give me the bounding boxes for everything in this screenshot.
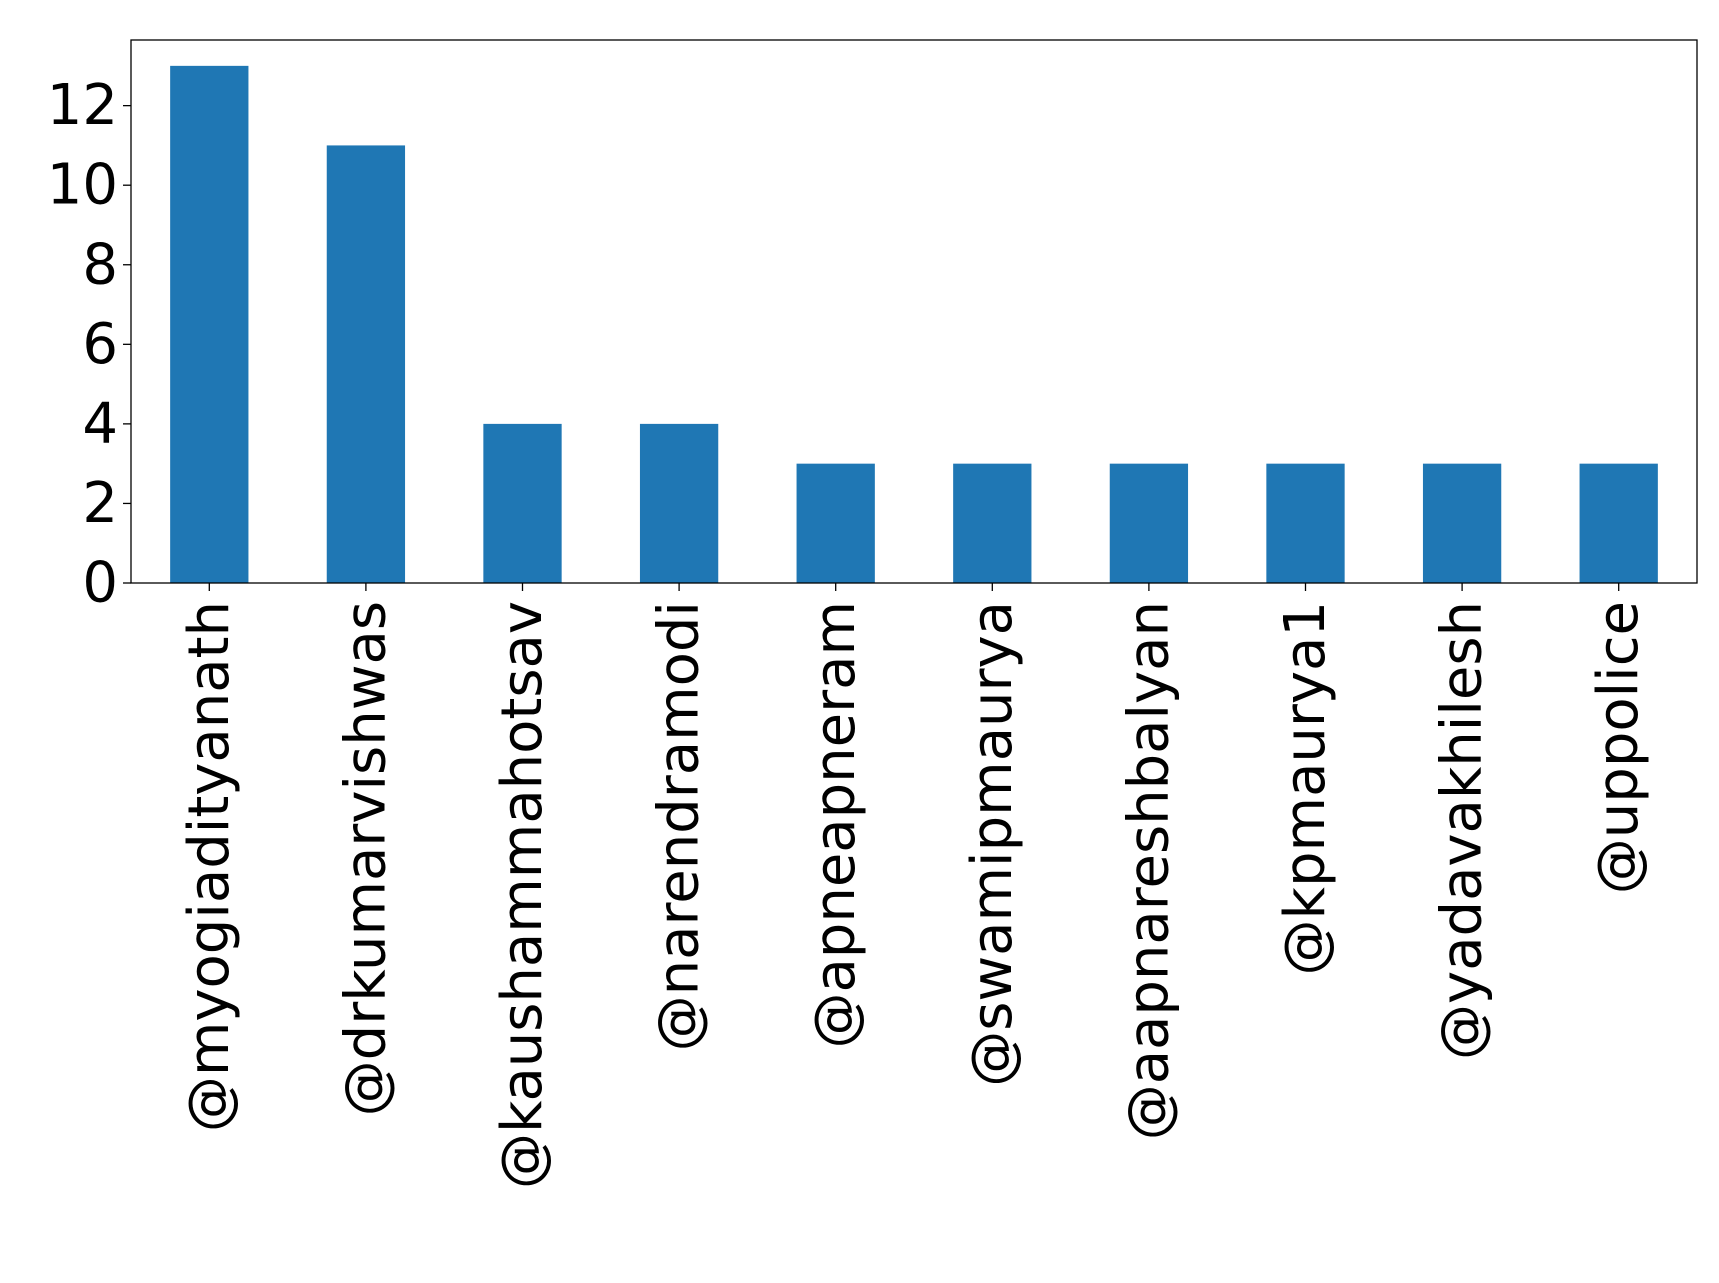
x-tick-label: @kaushammahotsav [490, 601, 555, 1189]
x-tick-label: @apneapneram [803, 601, 868, 1049]
bar [1579, 463, 1658, 583]
x-tick-label: @yadavakhilesh [1430, 601, 1495, 1060]
bar [1109, 463, 1189, 583]
y-tick-label: 6 [82, 312, 118, 377]
bar [1266, 463, 1345, 583]
x-tick-label: @narendramodi [647, 601, 712, 1051]
x-tick-label: @swamipmaurya [960, 601, 1025, 1087]
bar [170, 65, 249, 584]
y-tick-label: 10 [47, 153, 118, 218]
bar [639, 423, 719, 583]
bar [326, 145, 406, 583]
x-tick-label: @aapnareshbalyan [1116, 601, 1181, 1140]
plot-frame [130, 39, 1698, 584]
x-tick-label: @myogiadityanath [177, 601, 242, 1132]
y-tick-label: 12 [47, 73, 118, 138]
x-tick-label: @uppolice [1586, 601, 1651, 894]
x-axis: @myogiadityanath @drkumarvishwas @kaushamm… [177, 583, 1651, 1189]
y-axis: 0 2 4 6 8 10 12 [47, 73, 131, 616]
y-tick-label: 2 [82, 471, 118, 536]
y-tick-label: 8 [82, 232, 118, 297]
bars-layer [170, 65, 1658, 584]
bar [953, 463, 1032, 583]
bar [1422, 463, 1502, 583]
y-tick-label: 0 [82, 551, 118, 616]
x-tick-label: @kpmaurya1 [1273, 601, 1338, 975]
bar [483, 423, 562, 583]
y-tick-label: 4 [82, 391, 118, 456]
bar [796, 463, 875, 583]
x-tick-label: @drkumarvishwas [333, 601, 398, 1116]
